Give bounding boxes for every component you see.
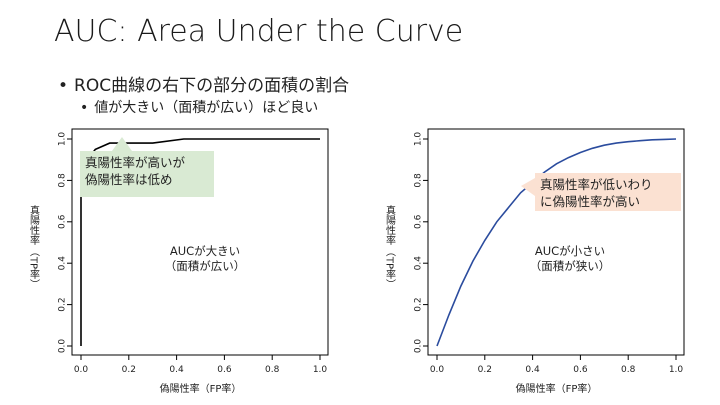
chart2-callout-box [535,173,681,211]
bullet-dot: • [80,100,89,116]
chart1-y-tick-label: 1.0 [58,132,68,147]
chart1-y-tick-label: 0.0 [58,339,68,354]
chart1-center-label-line-1: AUCが大きい [170,244,240,258]
chart2-center-label-line-1: AUCが小さい [535,244,605,258]
chart2-y-tick-label: 0.4 [414,256,424,271]
chart2-y-tick-label: 1.0 [414,132,424,147]
chart1-x-tick-label: 0.0 [74,365,89,375]
chart2-y-tick-label: 0.6 [414,214,424,229]
bullet-level-1-text: ROC曲線の右下の部分の面積の割合 [74,76,350,96]
chart2-y-axis-label-top: 真陽性率 [384,204,396,246]
chart1-callout-box [80,151,214,197]
bullet-level-2-text: 値が大きい（面積が広い）ほど良い [94,100,319,116]
chart1-callout-line-2: 偽陽性率は低め [85,172,173,187]
chart1-x-axis-label: 偽陽性率（FP率） [160,382,242,395]
chart1-y-tick-label: 0.8 [58,173,68,188]
slide-title: AUC: Area Under the Curve [54,14,464,49]
chart2-x-tick-label: 0.8 [621,365,636,375]
chart2-y-tick-label: 0.8 [414,173,424,188]
chart1-x-tick-label: 0.2 [122,365,136,375]
chart2-roc-curve [436,138,677,347]
chart2-x-tick-label: 0.2 [478,365,492,375]
bullet-level-2: • 値が大きい（面積が広い）ほど良い [80,97,318,117]
chart2-y-axis-label-bottom: （TP率） [384,247,396,289]
chart2-y-tick-label: 0.0 [414,339,424,354]
chart1-x-tick-label: 1.0 [313,365,328,375]
chart2-y-tick-label: 0.2 [414,297,424,311]
chart1-x-tick-label: 0.8 [265,365,280,375]
chart2-callout-pointer [521,178,535,196]
chart1-y-axis-label-bottom: （TP率） [28,247,40,289]
chart1-y-tick-label: 0.6 [58,214,68,229]
bullet-dot: • [58,76,69,96]
chart2-x-tick-label: 0.4 [525,365,540,375]
chart2-plot-frame [427,128,685,356]
chart2-x-tick-label: 0.0 [430,365,445,375]
chart1-callout-line-1: 真陽性率が高いが [85,155,186,170]
chart1-y-tick-label: 0.2 [58,297,68,311]
chart1-callout-pointer [112,137,132,151]
chart2-x-axis-label: 偽陽性率（FP率） [516,382,598,395]
chart1-center-label-line-2: （面積が広い） [165,259,246,273]
chart1-y-axis-label-top: 真陽性率 [28,204,40,246]
bullet-level-1: • ROC曲線の右下の部分の面積の割合 [58,71,349,96]
chart2-center-label-line-2: （面積が狭い） [530,259,611,273]
chart1-x-tick-label: 0.6 [217,365,232,375]
chart2-x-tick-label: 1.0 [669,365,684,375]
chart1-x-tick-label: 0.4 [169,365,184,375]
chart2-callout-line-2: に偽陽性率が高い [540,194,640,209]
chart2-callout-line-1: 真陽性率が低いわり [540,177,653,192]
chart1-y-tick-label: 0.4 [58,256,68,271]
chart2-x-tick-label: 0.6 [573,365,588,375]
